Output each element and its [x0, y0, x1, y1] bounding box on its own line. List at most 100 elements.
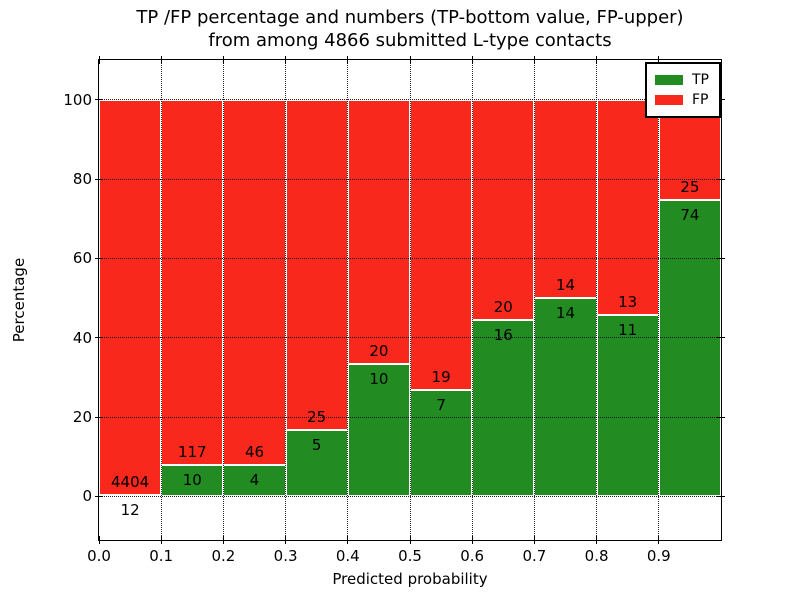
x-tick	[409, 536, 411, 544]
legend-swatch-tp	[655, 75, 683, 85]
y-tick-label: 80	[72, 170, 92, 188]
bar-segment-tp	[658, 199, 721, 497]
bar-annotation-tp: 7	[436, 395, 446, 414]
bar-segment-tp	[534, 298, 597, 497]
x-tick-label: 0.9	[646, 547, 671, 565]
y-axis-label: Percentage	[10, 257, 28, 343]
y-tick-right	[717, 99, 725, 101]
bar-annotation-tp: 12	[120, 501, 140, 520]
bar-segment-tp	[347, 364, 410, 497]
x-tick-label: 0.2	[211, 547, 236, 565]
bar-segment-fp	[99, 99, 162, 496]
bar-segment-tp	[285, 430, 348, 497]
bar-annotation-tp: 14	[555, 304, 576, 323]
x-tick-label: 0.8	[584, 547, 609, 565]
legend-swatch-fp	[655, 95, 683, 105]
x-gridline	[99, 495, 721, 497]
x-tick-label: 0.1	[149, 547, 174, 565]
x-tick-top	[471, 56, 473, 64]
y-tick-right	[717, 416, 725, 418]
y-tick	[95, 416, 103, 418]
x-tick-label: 0.4	[335, 547, 360, 565]
bar-segment-tp	[410, 389, 473, 497]
y-tick-right	[717, 178, 725, 180]
bar-annotation-fp: 14	[555, 276, 576, 295]
y-gridline	[285, 60, 287, 540]
x-tick-top	[409, 56, 411, 64]
bar-segment-fp	[534, 99, 597, 298]
legend: TP FP	[645, 62, 721, 118]
bar-segment-tp	[472, 320, 535, 497]
bar-segment-fp	[347, 99, 410, 365]
y-tick-right	[717, 337, 725, 339]
x-tick	[658, 536, 660, 544]
y-gridline	[347, 60, 349, 540]
bar-annotation-fp: 20	[493, 298, 513, 317]
x-tick-label: 0.6	[460, 547, 485, 565]
bar-segment-fp	[410, 99, 473, 390]
x-tick-top	[533, 56, 535, 64]
bar-annotation-fp: 20	[369, 342, 389, 361]
y-gridline	[533, 60, 535, 540]
bar-segment-fp	[472, 99, 535, 321]
bar-annotation-tp: 10	[369, 370, 389, 389]
y-tick-label: 0	[82, 487, 92, 506]
x-tick	[347, 536, 349, 544]
y-gridline	[658, 60, 660, 540]
x-tick-top	[222, 56, 224, 64]
x-axis-label: Predicted probability	[332, 570, 488, 588]
y-tick	[95, 99, 103, 101]
x-tick	[98, 536, 100, 544]
x-tick-top	[98, 56, 100, 64]
legend-label: TP	[692, 72, 709, 88]
x-tick	[285, 536, 287, 544]
legend-row: TP	[655, 72, 709, 88]
bar-annotation-tp: 10	[182, 471, 202, 490]
bar-annotation-tp: 4	[249, 470, 260, 489]
y-tick-label: 20	[72, 408, 92, 427]
x-tick-top	[160, 56, 162, 64]
x-tick-label: 0.0	[87, 547, 111, 565]
y-tick	[95, 257, 103, 259]
y-tick	[95, 495, 103, 497]
x-tick-top	[285, 56, 287, 64]
bar-annotation-tp: 74	[680, 205, 700, 224]
bar-segment-fp	[223, 99, 286, 465]
plot-area: 4404 12 117 10 46 4 25 5 20 10 19 7 20 16 14 14 13 11 25 74	[98, 59, 722, 541]
x-tick	[471, 536, 473, 544]
bar-annotation-tp: 11	[618, 320, 638, 339]
x-tick-top	[347, 56, 349, 64]
x-gridline	[99, 257, 721, 259]
y-gridline	[409, 60, 411, 540]
bar-annotation-tp: 16	[493, 326, 513, 345]
x-tick	[222, 536, 224, 544]
x-tick	[160, 536, 162, 544]
x-gridline	[99, 416, 721, 418]
x-gridline	[99, 178, 721, 180]
bar-annotation-fp: 25	[680, 177, 700, 196]
y-tick-right	[717, 495, 725, 497]
x-tick-label: 0.7	[522, 547, 547, 565]
y-gridline	[471, 60, 473, 540]
x-tick-label: 0.5	[398, 547, 422, 565]
bar-annotation-fp: 19	[431, 367, 451, 386]
bar-segment-fp	[596, 99, 659, 315]
x-gridline	[99, 337, 721, 339]
y-tick	[95, 178, 103, 180]
bar-annotation-fp: 13	[618, 292, 638, 311]
y-tick	[95, 337, 103, 339]
chart-title-line2: from among 4866 submitted L-type contact…	[208, 30, 612, 51]
chart-title: TP /FP percentage and numbers (TP-bottom…	[99, 6, 721, 52]
y-tick-label: 100	[63, 90, 92, 109]
y-gridline	[160, 60, 162, 540]
bar-annotation-fp: 4404	[111, 473, 150, 492]
chart-title-line1: TP /FP percentage and numbers (TP-bottom…	[136, 7, 684, 28]
bar-segment-fp	[161, 99, 224, 466]
x-tick-top	[658, 56, 660, 64]
bar-annotation-fp: 46	[244, 442, 265, 461]
x-gridline	[99, 99, 721, 101]
y-tick-right	[717, 257, 725, 259]
bar-annotation-tp: 5	[311, 436, 322, 455]
bar-annotation-fp: 25	[307, 408, 327, 427]
